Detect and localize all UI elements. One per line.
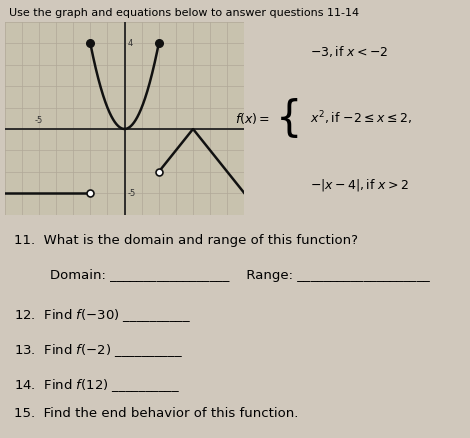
Text: -5: -5 [35, 116, 43, 125]
Text: -5: -5 [128, 189, 136, 198]
Text: $-|x-4|, \mathrm{if}\ x > 2$: $-|x-4|, \mathrm{if}\ x > 2$ [310, 177, 409, 193]
Text: 14.  Find $f(12)$ __________: 14. Find $f(12)$ __________ [14, 377, 180, 394]
Text: $-3, \mathrm{if}\ x < -2$: $-3, \mathrm{if}\ x < -2$ [310, 44, 389, 59]
Text: Domain: __________________    Range: ____________________: Domain: __________________ Range: ______… [50, 269, 430, 283]
Text: 4: 4 [128, 39, 133, 48]
Text: $x^2, \mathrm{if}\ {-2} \leq x \leq 2,$: $x^2, \mathrm{if}\ {-2} \leq x \leq 2,$ [310, 110, 412, 127]
Text: 11.  What is the domain and range of this function?: 11. What is the domain and range of this… [14, 234, 358, 247]
Text: Use the graph and equations below to answer questions 11-14: Use the graph and equations below to ans… [9, 8, 360, 18]
Text: 12.  Find $f(-30)$ __________: 12. Find $f(-30)$ __________ [14, 307, 191, 324]
Text: $f(x) =$: $f(x) =$ [235, 111, 270, 126]
Text: 13.  Find $f(-2)$ __________: 13. Find $f(-2)$ __________ [14, 342, 183, 359]
Text: As $x \rightarrow -\infty,\ y \rightarrow$ ______    and as $\ x \rightarrow \in: As $x \rightarrow -\infty,\ y \rightarro… [27, 436, 364, 438]
Text: $\{$: $\{$ [275, 96, 298, 140]
Text: 15.  Find the end behavior of this function.: 15. Find the end behavior of this functi… [14, 407, 298, 420]
